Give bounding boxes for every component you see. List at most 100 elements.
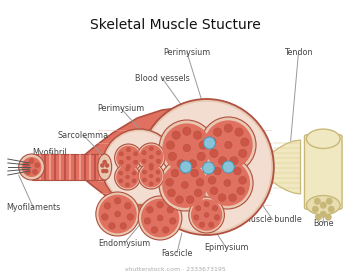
Circle shape: [204, 137, 215, 149]
Circle shape: [102, 129, 177, 205]
Circle shape: [119, 171, 123, 175]
Circle shape: [116, 165, 139, 188]
FancyBboxPatch shape: [304, 135, 342, 209]
Circle shape: [116, 146, 141, 170]
Circle shape: [33, 169, 37, 174]
Circle shape: [149, 163, 153, 167]
Circle shape: [176, 196, 184, 204]
Circle shape: [328, 206, 335, 213]
Text: Tendon: Tendon: [284, 48, 313, 57]
Circle shape: [102, 214, 108, 220]
Circle shape: [166, 178, 174, 186]
Circle shape: [230, 157, 238, 165]
Circle shape: [162, 162, 208, 208]
Circle shape: [315, 214, 321, 220]
Circle shape: [199, 222, 205, 227]
Circle shape: [127, 156, 130, 160]
Circle shape: [139, 99, 274, 235]
Circle shape: [219, 157, 227, 165]
Circle shape: [35, 163, 40, 168]
Circle shape: [197, 152, 205, 161]
Circle shape: [210, 187, 218, 195]
Circle shape: [142, 102, 271, 232]
Text: Myofibril: Myofibril: [32, 148, 67, 157]
Text: shutterstock.com · 2333673195: shutterstock.com · 2333673195: [125, 267, 225, 272]
Circle shape: [312, 206, 319, 213]
Circle shape: [142, 159, 146, 163]
Circle shape: [168, 152, 177, 161]
Circle shape: [109, 223, 115, 229]
Polygon shape: [75, 107, 279, 227]
Circle shape: [166, 141, 175, 149]
Text: Epimysium: Epimysium: [204, 244, 248, 253]
Circle shape: [212, 206, 218, 211]
Circle shape: [115, 144, 142, 172]
Circle shape: [203, 162, 214, 174]
Circle shape: [132, 179, 136, 183]
Circle shape: [149, 155, 153, 159]
Text: Sarcolemma: Sarcolemma: [57, 130, 109, 139]
Circle shape: [162, 227, 169, 233]
Circle shape: [132, 171, 136, 175]
Ellipse shape: [306, 129, 340, 148]
Circle shape: [181, 165, 189, 173]
Circle shape: [214, 167, 221, 175]
Circle shape: [196, 178, 204, 186]
Circle shape: [237, 187, 245, 195]
Circle shape: [180, 161, 192, 173]
Circle shape: [119, 152, 123, 156]
Circle shape: [149, 166, 153, 170]
Circle shape: [325, 214, 331, 220]
Text: Bone: Bone: [313, 218, 333, 227]
Circle shape: [126, 148, 130, 152]
Circle shape: [156, 170, 160, 174]
Circle shape: [204, 202, 209, 207]
Circle shape: [320, 211, 327, 217]
Text: Endomysium: Endomysium: [99, 239, 151, 248]
Circle shape: [239, 176, 246, 184]
Circle shape: [320, 202, 327, 208]
Circle shape: [225, 141, 232, 149]
Circle shape: [171, 169, 179, 177]
Circle shape: [115, 164, 140, 190]
Polygon shape: [32, 154, 105, 180]
Text: Blood vessels: Blood vessels: [135, 74, 189, 83]
Circle shape: [138, 196, 182, 240]
Circle shape: [210, 149, 218, 158]
Circle shape: [204, 120, 253, 170]
Circle shape: [149, 146, 153, 151]
Circle shape: [126, 167, 129, 171]
Circle shape: [223, 164, 231, 171]
Circle shape: [138, 163, 164, 189]
Circle shape: [134, 160, 138, 164]
Circle shape: [170, 218, 176, 224]
Circle shape: [205, 160, 250, 206]
Circle shape: [208, 138, 216, 146]
Circle shape: [218, 194, 226, 202]
Circle shape: [196, 206, 201, 211]
Circle shape: [119, 179, 123, 183]
Circle shape: [105, 164, 109, 167]
Ellipse shape: [98, 154, 112, 180]
Circle shape: [208, 176, 216, 184]
Circle shape: [168, 189, 175, 197]
Circle shape: [22, 157, 41, 177]
Circle shape: [189, 197, 225, 233]
Circle shape: [142, 151, 146, 155]
Circle shape: [24, 163, 28, 168]
Circle shape: [156, 178, 160, 182]
Circle shape: [191, 169, 198, 177]
Circle shape: [183, 127, 191, 136]
Circle shape: [159, 120, 214, 176]
Circle shape: [29, 158, 34, 164]
Circle shape: [157, 215, 163, 221]
Text: Fascicle: Fascicle: [161, 249, 193, 258]
Circle shape: [114, 197, 121, 204]
Circle shape: [159, 159, 211, 211]
Circle shape: [172, 131, 180, 139]
Circle shape: [101, 169, 105, 173]
Circle shape: [125, 202, 131, 209]
Text: Muscle bundle: Muscle bundle: [244, 216, 302, 225]
Circle shape: [199, 141, 207, 149]
Circle shape: [150, 174, 153, 178]
